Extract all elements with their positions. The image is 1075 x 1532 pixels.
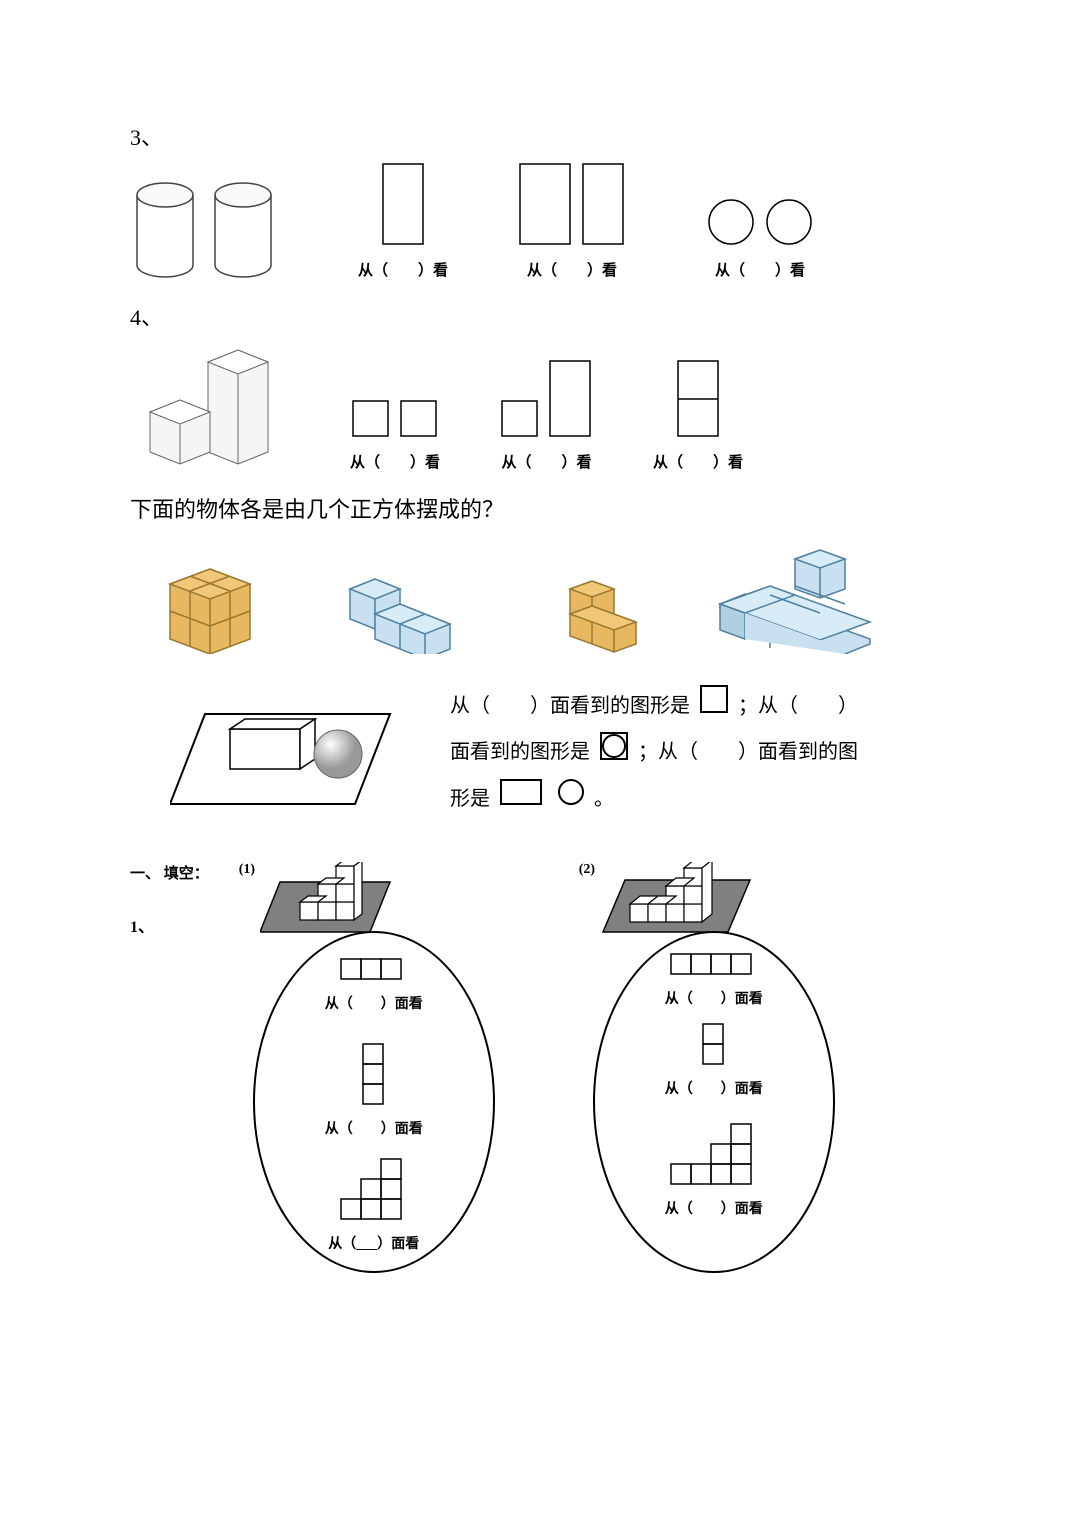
q4-label-1: 从（ ）看 bbox=[350, 451, 440, 472]
fill-sub2: (2) bbox=[579, 862, 595, 878]
q4-label-3: 从（ ）看 bbox=[653, 451, 743, 472]
fill-q-number: 1、 bbox=[130, 913, 209, 937]
platform-line2a: 面看到的图形是 bbox=[450, 741, 590, 763]
cube-prism-3d bbox=[130, 342, 280, 472]
blue-cube-block-1 bbox=[340, 554, 490, 654]
square-2 bbox=[399, 399, 439, 439]
fill1-view2-label: 从（ ）面看 bbox=[239, 1118, 509, 1138]
platform-line3a: 形是 bbox=[450, 788, 490, 810]
yellow-cube-block bbox=[160, 544, 280, 654]
split-rect bbox=[676, 359, 721, 439]
cylinder-1 bbox=[130, 180, 200, 280]
inline-square-icon bbox=[699, 684, 729, 714]
platform-section: 从（ ）面看到的图形是 ；从（ ） 面看到的图形是 ；从（ ）面看到的图 形是 … bbox=[170, 684, 975, 822]
blue-cube-block-2 bbox=[710, 544, 890, 654]
cylinder-2 bbox=[208, 180, 278, 280]
cubes-row bbox=[160, 544, 975, 654]
q3-row: 从（ ）看 从（ ）看 从（ ）看 bbox=[130, 162, 975, 280]
platform-line3b: 。 bbox=[594, 788, 614, 810]
fill-section-label: 一、 填空： bbox=[130, 862, 209, 883]
fill1-view1-shape bbox=[339, 957, 409, 982]
rect-wide-1 bbox=[518, 162, 573, 247]
q3-label-2: 从（ ）看 bbox=[527, 259, 617, 280]
fill2-view2-label: 从（ ）面看 bbox=[579, 1078, 849, 1098]
yellow-cube-block-2 bbox=[550, 564, 650, 654]
fill1-view3-shape bbox=[339, 1157, 409, 1222]
fill-section: 一、 填空： 1、 (1) bbox=[130, 862, 975, 1282]
platform-line2b: ；从（ ）面看到的图 bbox=[638, 741, 858, 763]
tall-rect bbox=[548, 359, 593, 439]
q3-label-1: 从（ ）看 bbox=[358, 259, 448, 280]
fill2-view1-shape bbox=[669, 952, 759, 977]
circle-2 bbox=[764, 197, 814, 247]
platform-diagram bbox=[170, 684, 420, 814]
q4-label-2: 从（ ）看 bbox=[502, 451, 592, 472]
fill1-view1-label: 从（ ）面看 bbox=[239, 993, 509, 1013]
square-3 bbox=[500, 399, 540, 439]
fill1-view2-shape bbox=[361, 1042, 386, 1107]
q4-row: 从（ ）看 从（ ）看 从（ ）看 bbox=[130, 342, 975, 472]
inline-circle-icon bbox=[557, 778, 585, 806]
platform-text: 从（ ）面看到的图形是 ；从（ ） 面看到的图形是 ；从（ ）面看到的图 形是 … bbox=[450, 684, 975, 822]
inline-rect-icon bbox=[499, 778, 544, 806]
fill1-view3-label: 从（___）面看 bbox=[239, 1233, 509, 1253]
q4-number: 4、 bbox=[130, 300, 975, 332]
platform-line1b: ；从（ ） bbox=[738, 695, 858, 717]
fill-sub1: (1) bbox=[239, 862, 255, 878]
q3-label-3: 从（ ）看 bbox=[715, 259, 805, 280]
inline-square-circle-icon bbox=[599, 731, 629, 761]
fill2-view2-shape bbox=[701, 1022, 726, 1067]
fill2-view3-label: 从（ ）面看 bbox=[579, 1198, 849, 1218]
rect-wide-2 bbox=[581, 162, 626, 247]
circle-1 bbox=[706, 197, 756, 247]
q3-number: 3、 bbox=[130, 120, 975, 152]
fill2-view3-shape bbox=[669, 1122, 759, 1187]
rect-narrow bbox=[381, 162, 426, 247]
square-1 bbox=[351, 399, 391, 439]
question-text: 下面的物体各是由几个正方体摆成的？ bbox=[130, 492, 975, 524]
platform-line1a: 从（ ）面看到的图形是 bbox=[450, 695, 690, 717]
fill2-view1-label: 从（ ）面看 bbox=[579, 988, 849, 1008]
